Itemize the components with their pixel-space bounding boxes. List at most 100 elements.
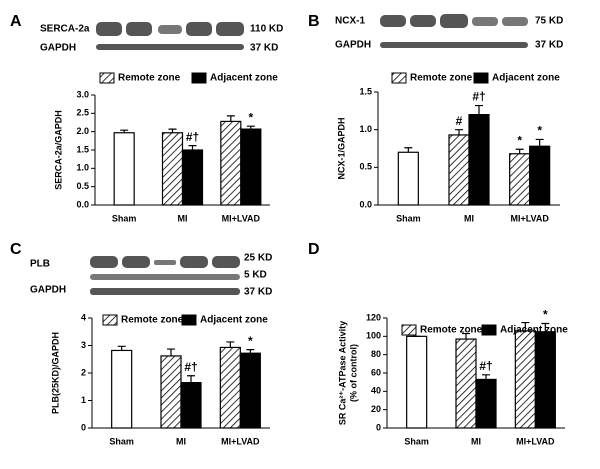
legend-label: Remote zone (420, 325, 483, 336)
error-bar (246, 125, 255, 130)
bar (529, 145, 551, 206)
y-tick-label: 0.5 (76, 181, 89, 191)
y-tick-label: 0.5 (359, 162, 372, 172)
error-bar (462, 332, 470, 340)
error-bar (117, 345, 126, 351)
error-bar (246, 349, 255, 354)
blot-label: SERCA-2a (40, 24, 90, 35)
legend-label: Adjacent zone (200, 315, 268, 326)
y-axis-label: SR Ca²⁺-ATPase Activity (337, 321, 347, 425)
blots (90, 14, 528, 295)
legend-swatch (401, 324, 417, 336)
blot-label: GAPDH (335, 40, 371, 51)
x-tick-label: Sham (112, 213, 137, 223)
bar (475, 378, 497, 429)
bar (240, 128, 262, 206)
legend-swatch (473, 72, 489, 84)
y-tick-label: 20 (371, 404, 381, 414)
bar (397, 151, 419, 206)
bar (455, 338, 477, 429)
legend-swatch (481, 324, 497, 336)
error-bar (226, 341, 235, 348)
bar (448, 134, 470, 206)
error-bar (515, 148, 524, 154)
annotation: #† (184, 360, 197, 374)
bar (406, 335, 428, 429)
bar (220, 120, 242, 206)
annotation: #† (472, 90, 485, 104)
bar (239, 352, 261, 429)
legend-swatch (99, 72, 115, 84)
panel-letter: D (308, 241, 320, 258)
x-tick-label: Sham (396, 213, 421, 223)
bar (468, 113, 490, 206)
bar (161, 132, 184, 206)
y-tick-label: 0 (376, 422, 381, 432)
legend-label: Adjacent zone (492, 73, 560, 84)
x-tick-label: MI+LVAD (222, 213, 261, 223)
panel-letter: A (10, 13, 22, 30)
y-axis-label: SERCA-2a/GAPDH (53, 110, 63, 190)
legend-label: Remote zone (410, 73, 473, 84)
blot-label: 37 KD (535, 40, 563, 51)
x-tick-label: MI (176, 436, 186, 446)
error-bar (120, 129, 129, 133)
error-bar (187, 375, 195, 383)
legend-swatch (181, 314, 197, 326)
y-tick-label: 100 (366, 331, 381, 341)
error-bar (535, 138, 544, 147)
error-bar (455, 129, 463, 135)
error-bar (167, 348, 175, 356)
blot-label: 37 KD (250, 43, 278, 54)
blot-label: 75 KD (535, 16, 563, 27)
bar (509, 153, 531, 206)
annotation: * (248, 110, 253, 124)
legend-label: Remote zone (118, 73, 181, 84)
y-tick-label: 0.0 (76, 199, 89, 209)
legend-label: Adjacent zone (500, 325, 568, 336)
y-axis-label: (% of control) (348, 344, 358, 402)
blot-label: GAPDH (30, 285, 66, 296)
error-bar (475, 104, 483, 115)
annotation: * (543, 308, 548, 322)
panel-letter: B (308, 13, 320, 30)
x-tick-label: MI (178, 213, 188, 223)
bar (113, 132, 135, 206)
x-tick-label: MI+LVAD (510, 213, 549, 223)
bar (111, 349, 133, 429)
blot-label: GAPDH (40, 43, 76, 54)
y-tick-label: 1.0 (76, 163, 89, 173)
y-tick-label: 60 (371, 367, 381, 377)
y-tick-label: 0 (81, 422, 86, 432)
blot-label: NCX-1 (335, 16, 365, 27)
error-bar (188, 145, 197, 150)
blot-label: 110 KD (250, 24, 283, 35)
error-bar (404, 147, 413, 153)
blot-label: 25 KD (244, 253, 272, 264)
blot-label: 5 KD (244, 270, 267, 281)
y-tick-label: 120 (366, 312, 381, 322)
labels: A B C D SERCA-2a 110 KD GAPDH 37 KD NCX-… (10, 13, 563, 297)
legend-swatch (191, 72, 207, 84)
y-axis-label: PLB(25KD)/GAPDH (50, 332, 60, 414)
y-tick-label: 1.5 (76, 144, 89, 154)
annotation: #† (479, 359, 492, 373)
annotation: * (517, 133, 522, 147)
legend-swatch (102, 314, 118, 326)
y-tick-label: 4 (81, 312, 86, 322)
x-tick-label: Sham (404, 436, 429, 446)
panel-letter: C (10, 241, 22, 258)
y-tick-label: 1 (81, 395, 86, 405)
legend-swatch (391, 72, 407, 84)
x-tick-label: MI+LVAD (516, 436, 555, 446)
y-tick-label: 1.5 (359, 86, 372, 96)
bar (180, 382, 202, 429)
x-tick-label: Sham (109, 436, 134, 446)
blot-label: 37 KD (244, 287, 272, 298)
error-bar (521, 321, 530, 331)
y-tick-label: 3.0 (76, 89, 89, 99)
y-tick-label: 40 (371, 386, 381, 396)
error-bar (168, 128, 177, 133)
y-axis-label: NCX-1/GAPDH (336, 117, 346, 179)
